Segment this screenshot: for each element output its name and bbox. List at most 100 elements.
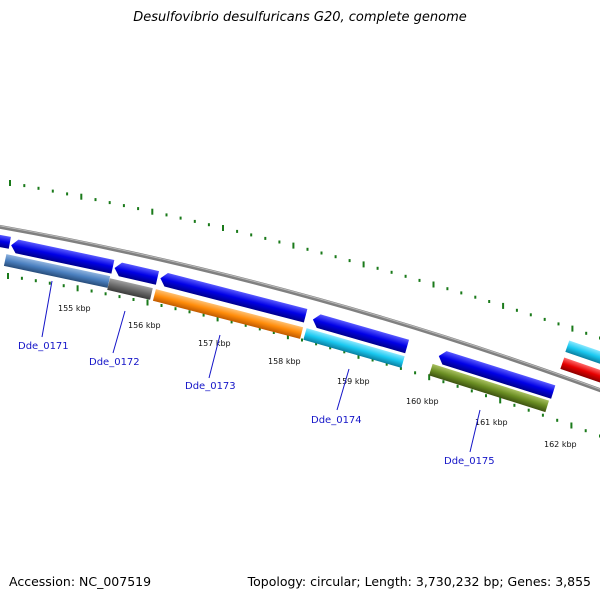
lower-tick	[272, 331, 275, 334]
upper-tick	[23, 184, 26, 188]
lower-tick	[399, 366, 402, 370]
label-leaders	[41, 280, 481, 453]
upper-tick	[320, 251, 323, 255]
lower-tick	[329, 346, 332, 350]
upper-tick	[250, 233, 253, 237]
lower-tick	[485, 394, 487, 398]
upper-tick	[529, 313, 532, 317]
lower-tick	[20, 276, 23, 280]
gene-reverse-red-edge[interactable]	[560, 357, 600, 385]
gene-forward-1[interactable]	[0, 233, 11, 249]
gene-dde-0172[interactable]	[107, 278, 153, 300]
upper-tick	[207, 223, 210, 227]
upper-tick	[515, 308, 518, 312]
lower-tick	[470, 389, 473, 393]
lower-tick	[527, 408, 530, 412]
lower-tick	[132, 298, 135, 301]
upper-tick	[460, 291, 463, 295]
reverse-strand	[3, 254, 600, 413]
kbp-label: 158 kbp	[268, 357, 301, 366]
lower-tick	[258, 327, 261, 331]
kbp-scale: 155 kbp 156 kbp 157 kbp 158 kbp 159 kbp …	[58, 304, 577, 449]
lower-tick	[428, 374, 431, 381]
upper-tick	[222, 225, 224, 231]
lower-tick	[174, 307, 177, 311]
gene-forward-3[interactable]	[113, 261, 160, 285]
kbp-label: 159 kbp	[337, 377, 370, 386]
gene-forward-2[interactable]	[10, 238, 115, 274]
lower-tick	[343, 350, 346, 354]
lower-tick	[357, 352, 360, 359]
gene-dde-0171[interactable]	[3, 254, 111, 288]
upper-tick	[543, 317, 546, 321]
upper-tick	[292, 242, 295, 249]
gene-forward-4[interactable]	[159, 271, 308, 323]
upper-tick	[108, 201, 111, 205]
upper-tick	[557, 322, 560, 326]
accession-text: Accession: NC_007519	[9, 574, 152, 589]
lower-tick	[371, 358, 374, 362]
lower-tick	[62, 284, 65, 288]
upper-tick	[179, 216, 182, 220]
lower-tick	[385, 362, 388, 366]
gene-labels: Dde_0171 Dde_0172 Dde_0173 Dde_0174 Dde_…	[18, 341, 495, 467]
upper-tick	[137, 207, 140, 211]
lower-tick	[76, 285, 79, 292]
lower-tick	[104, 292, 107, 296]
gene-dde-0175[interactable]	[429, 363, 549, 413]
upper-tick	[362, 261, 365, 268]
upper-tick	[348, 259, 351, 263]
gene-label-dde-0173[interactable]: Dde_0173	[185, 381, 236, 392]
lower-tick	[202, 313, 205, 317]
lower-tick	[90, 289, 93, 293]
map-title: Desulfovibrio desulfuricans G20, complet…	[133, 10, 467, 25]
upper-tick	[94, 198, 97, 202]
lower-tick	[584, 429, 587, 433]
gene-forward-6[interactable]	[437, 349, 556, 399]
lower-tick	[34, 279, 37, 283]
gene-label-dde-0175[interactable]: Dde_0175	[444, 456, 495, 467]
gene-dde-0173[interactable]	[152, 289, 304, 339]
upper-tick	[376, 266, 379, 270]
gene-forward-5[interactable]	[311, 313, 410, 354]
upper-tick	[37, 186, 40, 190]
forward-strand	[0, 233, 556, 399]
upper-tick	[488, 300, 491, 303]
upper-tick	[264, 236, 267, 240]
lower-tick	[48, 281, 51, 285]
lower-tick	[301, 338, 303, 342]
gene-label-dde-0171[interactable]: Dde_0171	[18, 341, 69, 352]
upper-tick	[193, 219, 196, 223]
upper-tick	[502, 302, 505, 309]
upper-tick	[585, 331, 588, 335]
lower-tick	[118, 295, 121, 299]
kbp-label: 157 kbp	[198, 339, 231, 348]
upper-tick	[390, 270, 393, 274]
gene-reverse-cyan-edge[interactable]	[565, 340, 600, 368]
lower-tick	[499, 397, 502, 404]
gene-dde-0174[interactable]	[303, 328, 405, 368]
lower-tick	[286, 333, 289, 340]
kbp-label: 160 kbp	[406, 397, 439, 406]
upper-tick	[66, 192, 69, 196]
upper-tick	[306, 247, 309, 251]
upper-tick	[80, 193, 83, 200]
kbp-label: 156 kbp	[128, 321, 161, 330]
lower-tick	[7, 273, 9, 279]
lower-tick	[146, 299, 149, 306]
upper-tick	[404, 274, 407, 278]
lower-tick	[216, 315, 219, 322]
upper-tick	[432, 281, 435, 288]
lower-tick	[541, 413, 544, 417]
gene-label-dde-0172[interactable]: Dde_0172	[89, 357, 140, 368]
upper-tick	[278, 240, 281, 244]
upper-tick-track	[9, 180, 600, 340]
lower-tick	[160, 304, 163, 307]
kbp-label: 162 kbp	[544, 440, 577, 449]
upper-tick	[418, 278, 421, 282]
lower-tick	[188, 310, 191, 314]
upper-tick	[51, 189, 54, 193]
gene-label-dde-0174[interactable]: Dde_0174	[311, 415, 362, 426]
